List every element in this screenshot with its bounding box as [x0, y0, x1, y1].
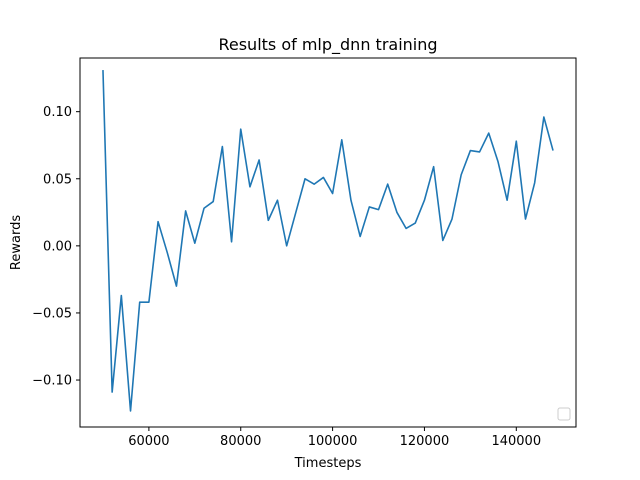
y-axis: −0.10 −0.05 0.00 0.05 0.10	[32, 105, 80, 389]
chart-title: Results of mlp_dnn training	[218, 35, 437, 55]
plot-area-background	[80, 58, 576, 427]
x-tick-label: 80000	[220, 434, 261, 449]
y-axis-label: Rewards	[9, 215, 24, 270]
y-tick-label: −0.10	[32, 374, 72, 389]
x-tick-label: 120000	[400, 434, 450, 449]
x-tick-label: 140000	[491, 434, 541, 449]
plot-area-frame	[79, 57, 577, 428]
x-axis: 60000 80000 100000 120000 140000	[128, 427, 541, 449]
series-line-0	[102, 70, 554, 412]
x-tick-label: 100000	[308, 434, 358, 449]
series-layer	[102, 70, 554, 412]
x-tick-label: 60000	[128, 434, 169, 449]
y-tick-label: −0.05	[32, 306, 72, 321]
y-tick-label: 0.05	[43, 172, 72, 187]
y-tick-label: 0.10	[43, 105, 72, 120]
legend-box	[557, 407, 571, 421]
x-axis-label: Timesteps	[294, 456, 362, 471]
y-tick-label: 0.00	[43, 239, 72, 254]
